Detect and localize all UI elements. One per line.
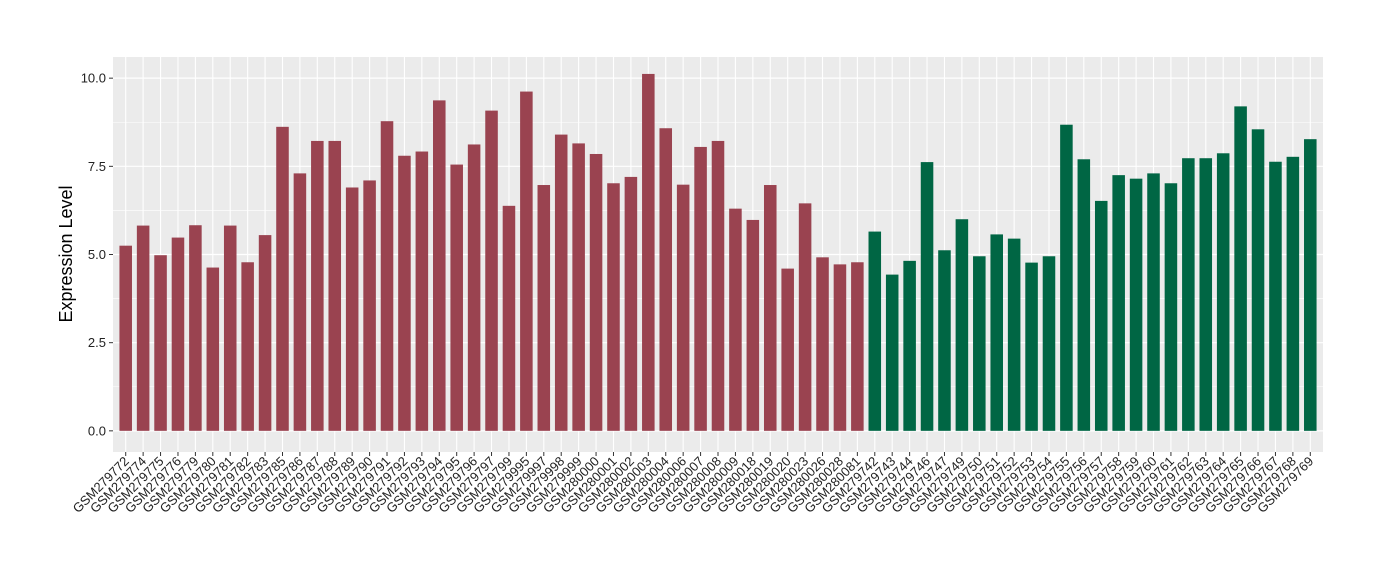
bar-GSM279787 bbox=[311, 140, 324, 431]
bar-GSM279762 bbox=[1182, 158, 1195, 431]
bar-GSM279764 bbox=[1216, 153, 1230, 431]
bar-GSM280000 bbox=[589, 153, 603, 431]
bar-GSM279794 bbox=[433, 100, 446, 431]
bar-GSM279763 bbox=[1199, 158, 1213, 431]
bar-GSM279768 bbox=[1286, 156, 1300, 431]
bar-GSM280003 bbox=[642, 73, 655, 431]
y-tick-label: 5.0 bbox=[88, 247, 106, 262]
bar-GSM280026 bbox=[816, 257, 829, 431]
bar-GSM280028 bbox=[833, 264, 847, 431]
bar-GSM279742 bbox=[868, 231, 882, 431]
bar-GSM279792 bbox=[398, 155, 411, 431]
bar-GSM279766 bbox=[1251, 129, 1265, 431]
bar-GSM279750 bbox=[973, 256, 986, 431]
bar-GSM279761 bbox=[1164, 183, 1178, 431]
bar-GSM279995 bbox=[520, 91, 533, 431]
bar-GSM279776 bbox=[171, 237, 185, 431]
bar-GSM280002 bbox=[624, 176, 638, 431]
bar-GSM280081 bbox=[851, 262, 864, 431]
bar-GSM280019 bbox=[763, 185, 777, 431]
bar-GSM279755 bbox=[1060, 124, 1073, 431]
bar-GSM280020 bbox=[781, 268, 794, 431]
bar-GSM280018 bbox=[746, 219, 760, 431]
bar-GSM279998 bbox=[554, 134, 568, 431]
bar-GSM279759 bbox=[1129, 178, 1143, 431]
bar-GSM279789 bbox=[345, 187, 359, 431]
y-tick-label: 7.5 bbox=[88, 159, 106, 174]
bar-GSM279749 bbox=[955, 219, 969, 431]
y-tick-label: 2.5 bbox=[88, 335, 106, 350]
bar-GSM279746 bbox=[920, 162, 934, 431]
bar-GSM279780 bbox=[206, 267, 220, 431]
bar-GSM279796 bbox=[467, 144, 481, 431]
y-tick-label: 0.0 bbox=[88, 423, 106, 438]
bar-GSM279744 bbox=[903, 260, 916, 431]
bar-GSM280023 bbox=[798, 203, 812, 431]
bar-GSM279760 bbox=[1147, 173, 1160, 431]
bar-GSM279775 bbox=[154, 255, 167, 431]
bar-GSM279785 bbox=[276, 126, 289, 431]
bar-GSM280006 bbox=[676, 184, 690, 431]
bar-GSM279799 bbox=[502, 205, 516, 431]
bar-GSM279751 bbox=[990, 234, 1003, 431]
bar-GSM280009 bbox=[729, 208, 742, 431]
x-axis: GSM279772GSM279774GSM279775GSM279776GSM2… bbox=[70, 452, 1316, 516]
bar-GSM279781 bbox=[223, 225, 237, 431]
bar-GSM279769 bbox=[1304, 139, 1317, 431]
bar-GSM279774 bbox=[136, 225, 150, 431]
bar-GSM279752 bbox=[1007, 238, 1021, 431]
bar-GSM279779 bbox=[189, 225, 202, 431]
bar-GSM280008 bbox=[711, 140, 725, 431]
bar-GSM279997 bbox=[537, 185, 551, 431]
bar-GSM279754 bbox=[1042, 256, 1056, 431]
bar-GSM279758 bbox=[1112, 175, 1125, 431]
bar-GSM279743 bbox=[885, 274, 899, 431]
bar-GSM279790 bbox=[363, 180, 376, 431]
bar-GSM280001 bbox=[607, 183, 620, 431]
bar-GSM279756 bbox=[1077, 159, 1091, 431]
bar-GSM279747 bbox=[938, 250, 951, 431]
bar-GSM279793 bbox=[415, 151, 429, 431]
bars bbox=[119, 73, 1317, 431]
bar-GSM280007 bbox=[694, 146, 707, 431]
bar-GSM279797 bbox=[485, 110, 498, 431]
bar-GSM279788 bbox=[328, 140, 342, 431]
bar-GSM280004 bbox=[659, 128, 673, 431]
bar-GSM279783 bbox=[258, 235, 272, 431]
bar-GSM279795 bbox=[450, 164, 463, 431]
bar-GSM279767 bbox=[1269, 161, 1282, 431]
bar-GSM279782 bbox=[241, 262, 254, 431]
bar-GSM279999 bbox=[572, 143, 585, 431]
bar-GSM279757 bbox=[1094, 200, 1108, 431]
bar-GSM279791 bbox=[380, 121, 394, 431]
y-axis-title: Expression Level bbox=[56, 185, 76, 322]
bar-GSM279786 bbox=[293, 173, 307, 431]
y-tick-label: 10.0 bbox=[81, 71, 106, 86]
bar-GSM279772 bbox=[119, 245, 132, 431]
y-axis: 0.0 2.5 5.0 7.5 10.0 bbox=[81, 71, 113, 438]
bar-GSM279765 bbox=[1234, 106, 1247, 431]
bar-GSM279753 bbox=[1025, 262, 1038, 431]
